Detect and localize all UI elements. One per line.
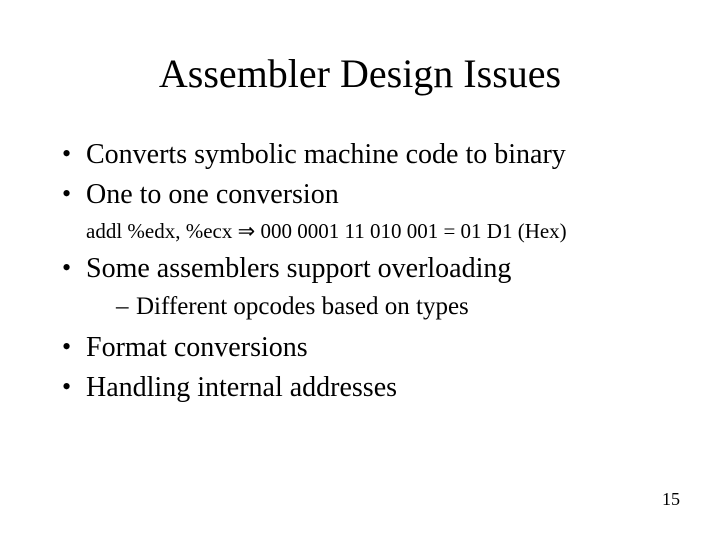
bullet-list: Some assemblers support overloading Diff…	[60, 251, 660, 407]
bullet-item: Handling internal addresses	[60, 370, 660, 406]
code-prefix: addl %edx, %ecx	[86, 219, 238, 243]
code-suffix: 000 0001 11 010 001 = 01 D1 (Hex)	[255, 219, 566, 243]
bullet-text: Converts symbolic machine code to binary	[86, 139, 566, 170]
sub-bullet-item: Different opcodes based on types	[116, 291, 660, 324]
bullet-text: Some assemblers support overloading	[86, 253, 511, 284]
bullet-item: Some assemblers support overloading Diff…	[60, 251, 660, 324]
bullet-text: Handling internal addresses	[86, 372, 397, 403]
slide-title: Assembler Design Issues	[60, 50, 660, 97]
bullet-list: Converts symbolic machine code to binary…	[60, 137, 660, 214]
page-number: 15	[662, 489, 680, 510]
arrow-icon: ⇒	[238, 219, 256, 243]
bullet-item: Converts symbolic machine code to binary	[60, 137, 660, 173]
sub-bullet-text: Different opcodes based on types	[136, 293, 469, 320]
sub-bullet-list: Different opcodes based on types	[86, 291, 660, 324]
bullet-item: Format conversions	[60, 330, 660, 366]
code-example-line: addl %edx, %ecx ⇒ 000 0001 11 010 001 = …	[60, 218, 660, 245]
slide: Assembler Design Issues Converts symboli…	[0, 0, 720, 540]
bullet-item: One to one conversion	[60, 177, 660, 213]
bullet-text: Format conversions	[86, 332, 308, 363]
bullet-text: One to one conversion	[86, 179, 339, 210]
